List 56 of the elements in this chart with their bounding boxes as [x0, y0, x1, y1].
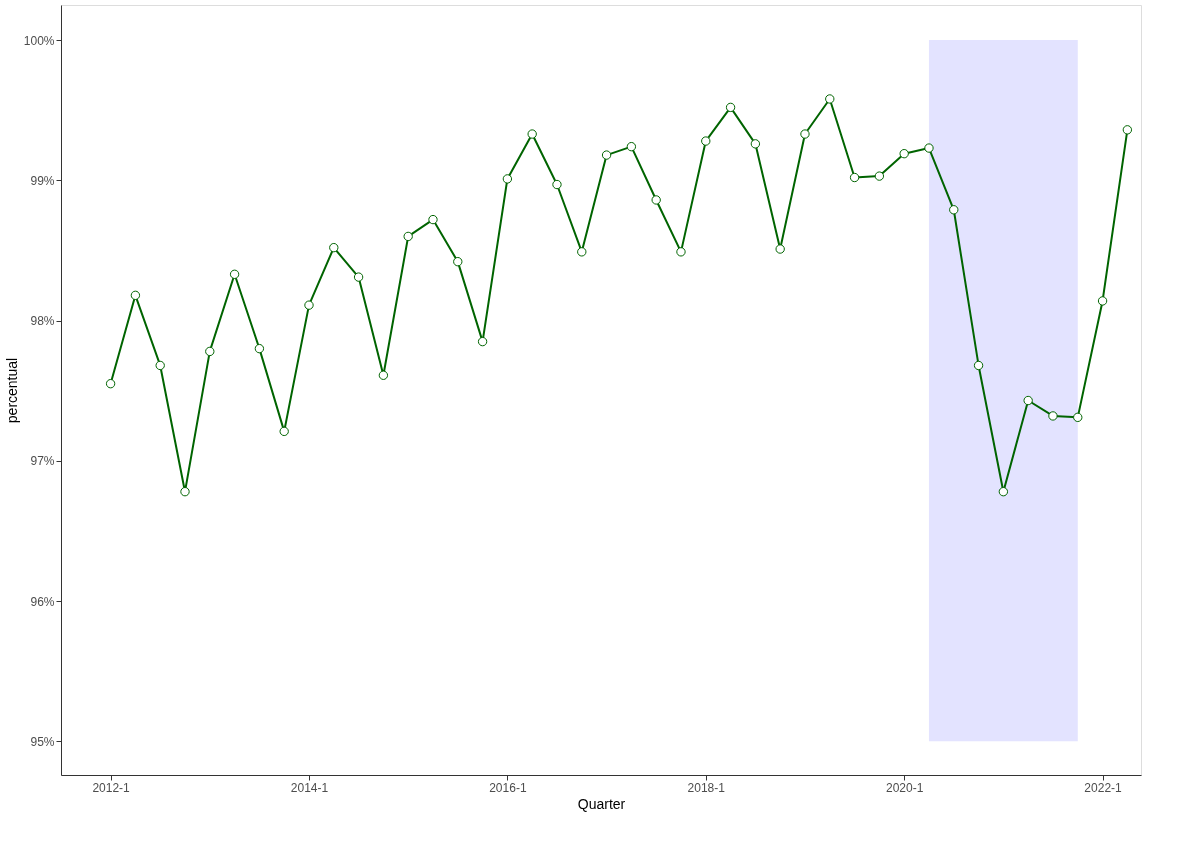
point [552, 179, 562, 190]
point [849, 172, 860, 183]
point [502, 174, 513, 184]
point [403, 231, 413, 242]
point [899, 149, 909, 159]
y-tick-label: 100% [23, 33, 55, 48]
point [775, 244, 785, 254]
point [229, 269, 240, 279]
point [155, 360, 165, 371]
x-tick-label: 2018-1 [687, 780, 726, 795]
point [527, 129, 537, 139]
point [626, 141, 637, 152]
point [130, 290, 141, 300]
point [105, 379, 116, 389]
x-tick-label: 2016-1 [489, 780, 527, 795]
point [279, 426, 289, 437]
point [477, 336, 488, 347]
point [1073, 412, 1083, 423]
point [676, 247, 686, 257]
point [825, 94, 835, 104]
point [577, 247, 587, 257]
point [329, 242, 339, 253]
point [651, 195, 661, 205]
y-axis-title: percentual [3, 357, 20, 424]
point [304, 300, 314, 310]
point [180, 487, 190, 497]
y-tick-label: 99% [30, 173, 55, 188]
point [1122, 125, 1133, 135]
point [800, 129, 810, 139]
point [701, 136, 711, 146]
x-tick-label: 2020-1 [885, 780, 924, 795]
x-tick-label: 2012-1 [92, 780, 131, 795]
y-tick-label: 95% [30, 734, 55, 749]
point [378, 370, 389, 380]
point [453, 256, 463, 267]
point [725, 102, 736, 113]
point [601, 150, 612, 160]
y-tick-label: 96% [30, 594, 55, 609]
point [924, 143, 934, 153]
point [998, 487, 1009, 497]
point [254, 343, 265, 354]
x-tick-label: 2022-1 [1084, 780, 1123, 795]
y-tick-label: 98% [30, 314, 55, 329]
point [1097, 296, 1108, 306]
point [750, 139, 761, 149]
y-tick-label: 97% [30, 454, 55, 469]
point [973, 360, 984, 371]
point [353, 272, 364, 282]
point [949, 205, 959, 215]
point [874, 171, 885, 181]
point [1023, 395, 1033, 406]
point [428, 214, 438, 225]
x-tick-label: 2014-1 [290, 780, 329, 795]
x-axis-title: Quarter [577, 795, 626, 812]
point [1048, 411, 1058, 421]
point [205, 346, 215, 357]
